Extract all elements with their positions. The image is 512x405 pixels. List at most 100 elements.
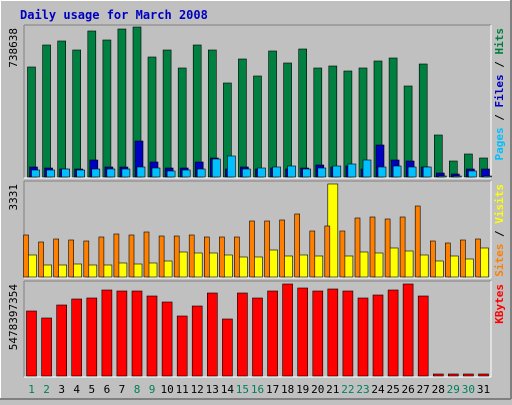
x-tick-label-3: 3 [58,383,65,396]
bar-hits-pages-day-3 [61,168,71,178]
panel-kbytes-legend-label: KBytes [493,284,506,324]
bar-visits-sites-day-2 [38,241,44,278]
bar-kbytes-kbytes-day-1 [26,310,37,377]
panel-visits-legend-part-2: Visits [493,184,506,224]
bar-hits-pages-day-21 [332,165,342,178]
bar-visits-sites-day-7 [113,233,120,278]
bar-visits-sites-day-6 [98,236,105,278]
bar-hits-hits-day-12 [192,44,202,178]
bar-kbytes-kbytes-day-20 [312,290,324,377]
panel-visits-ymax-label: 3331 [7,184,20,211]
bar-hits-pages-day-14 [227,155,236,178]
bar-kbytes-kbytes-day-26 [402,283,414,377]
bar-hits-pages-day-27 [422,166,432,178]
bar-hits-hits-day-27 [418,63,428,178]
bar-hits-pages-day-17 [272,166,281,178]
panel-visits-legend-part-0: Sites [493,244,506,277]
bar-hits-hits-day-21 [328,65,338,178]
bar-hits-hits-day-11 [177,67,187,178]
bar-hits-hits-day-17 [268,50,277,178]
bar-visits-sites-day-4 [68,239,74,278]
bar-visits-sites-day-12 [188,234,195,278]
x-tick-label-22: 22 [341,383,354,396]
bar-visits-sites-day-18 [279,219,285,278]
bar-visits-sites-day-16 [249,220,255,278]
bar-visits-sites-day-24 [369,216,376,278]
x-tick-label-4: 4 [73,383,80,396]
bar-visits-sites-day-23 [354,217,361,278]
bar-hits-pages-day-18 [287,165,296,178]
bar-hits-pages-day-11 [181,169,191,178]
bar-visits-sites-day-31 [475,238,481,278]
bar-kbytes-kbytes-day-3 [56,304,68,377]
bar-hits-pages-day-29 [452,175,462,178]
bar-visits-sites-day-10 [158,235,165,278]
x-tick-label-17: 17 [266,383,279,396]
bar-kbytes-kbytes-day-17 [267,290,278,377]
panel-kbytes-ymax-label: 5478397354 [7,284,20,351]
bar-kbytes-kbytes-day-11 [176,315,188,377]
chart-title: Daily usage for March 2008 [20,8,208,22]
bar-visits-sites-day-11 [173,235,180,278]
bar-visits-sites-day-1 [23,234,29,278]
bar-visits-sites-day-30 [460,239,466,278]
x-tick-label-15: 15 [236,383,249,396]
bar-visits-sites-day-28 [429,240,436,278]
x-tick-label-26: 26 [401,383,414,396]
bar-hits-hits-day-6 [102,39,112,178]
panel-hits-legend-part-4: Hits [493,28,506,55]
bar-hits-pages-day-28 [437,175,447,178]
bar-visits-sites-day-22 [339,230,346,278]
panel-hits-legend-part-2: Files [493,74,506,107]
panel-hits-legend-label: Pages / Files / Hits [493,28,506,161]
bar-hits-hits-day-10 [162,49,172,178]
bar-visits-sites-day-5 [83,240,90,278]
bar-visits-sites-day-3 [53,238,60,278]
x-tick-label-9: 9 [149,383,156,396]
bar-kbytes-kbytes-day-25 [387,289,399,377]
bar-visits-sites-day-29 [444,242,451,278]
bar-hits-hits-day-2 [42,44,51,178]
bar-hits-pages-day-6 [106,168,116,178]
bar-hits-pages-day-10 [166,170,176,178]
bar-hits-pages-day-12 [196,168,206,178]
bar-hits-hits-day-18 [283,62,292,178]
x-tick-label-13: 13 [206,383,219,396]
bar-hits-pages-day-16 [257,167,266,178]
bar-hits-hits-day-9 [147,56,157,178]
bar-hits-pages-day-2 [46,169,55,178]
bar-hits-hits-day-22 [343,70,353,178]
bar-hits-pages-day-5 [91,168,101,178]
bar-hits-hits-day-15 [238,58,247,178]
bar-kbytes-kbytes-day-8 [131,290,143,377]
bar-visits-sites-day-19 [294,213,301,278]
bar-hits-pages-day-25 [392,165,402,178]
x-tick-label-2: 2 [43,383,50,396]
bar-hits-pages-day-13 [212,158,221,178]
bar-hits-pages-day-30 [468,170,477,178]
bar-visits-sites-day-20 [309,230,316,278]
bar-kbytes-kbytes-day-19 [297,287,309,377]
chart-panels: 738638 Pages / Files / Hits 3331 Sites / Vi… [7,24,506,378]
x-tick-label-7: 7 [119,383,126,396]
bar-kbytes-kbytes-day-23 [357,297,369,377]
bar-visits-sites-day-15 [234,236,240,278]
x-tick-label-16: 16 [251,383,264,396]
bar-hits-hits-day-4 [72,49,81,178]
bar-hits-pages-day-7 [121,168,131,178]
bar-visits-sites-day-13 [204,236,210,278]
bar-hits-hits-day-3 [57,40,67,178]
panel-visits-legend-label: Sites / Visits [493,184,506,277]
bar-hits-pages-day-26 [407,166,417,178]
x-tick-label-23: 23 [356,383,369,396]
bar-hits-pages-day-1 [31,169,40,178]
bar-hits-pages-day-19 [302,168,312,178]
bar-kbytes-kbytes-day-30 [463,373,474,377]
x-tick-label-28: 28 [432,383,445,396]
bar-kbytes-kbytes-day-27 [417,295,429,377]
bar-hits-pages-day-22 [347,163,357,178]
x-tick-label-1: 1 [28,383,35,396]
bar-kbytes-kbytes-day-16 [252,297,263,377]
